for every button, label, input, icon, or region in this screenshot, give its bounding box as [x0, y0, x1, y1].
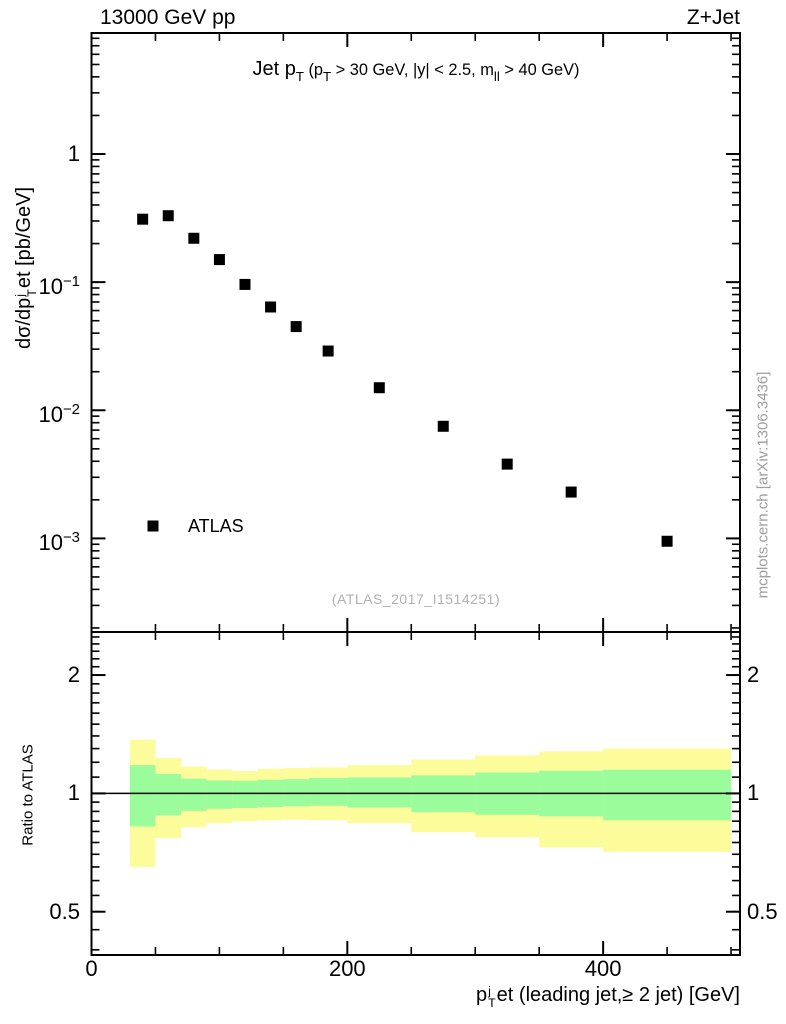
data-point — [501, 458, 513, 470]
ratio-band-green — [206, 780, 233, 809]
top-panel-frame — [90, 32, 741, 633]
xtick-label: 400 — [584, 956, 622, 981]
ratio-panel-frame — [90, 631, 741, 956]
watermark: (ATLAS_2017_I1514251) — [331, 591, 501, 607]
header-beam-energy: 13000 GeV pp — [100, 6, 236, 29]
ratio-band-green — [181, 778, 207, 811]
data-point — [322, 345, 334, 357]
legend-marker — [147, 520, 159, 532]
data-point — [661, 535, 673, 547]
legend-label: ATLAS — [188, 516, 244, 536]
data-point — [162, 210, 174, 222]
data-point — [239, 278, 251, 290]
ytick-label-ratio-left: 1 — [67, 780, 80, 806]
data-point — [265, 301, 277, 313]
ratio-band-green — [308, 778, 348, 806]
plot-title: Jet pT (pT > 30 GeV, |y| < 2.5, mll > 40… — [252, 58, 580, 84]
ratio-band-green — [347, 777, 412, 808]
ytick-label-ratio-left: 2 — [67, 662, 80, 688]
data-point — [137, 213, 149, 225]
data-point — [373, 382, 385, 394]
ratio-band-green — [603, 769, 732, 821]
ytick-label-ratio-left: 0.5 — [49, 898, 80, 924]
data-point — [290, 321, 302, 333]
data-point — [565, 486, 577, 498]
data-point — [188, 232, 200, 244]
ytick-label-ratio-right: 0.5 — [747, 898, 778, 924]
xtick-label: 0 — [85, 956, 98, 981]
ytick-label-ratio-right: 1 — [747, 780, 760, 806]
data-point — [213, 254, 225, 266]
ratio-band-green — [232, 780, 258, 808]
data-point — [437, 420, 449, 432]
header-process: Z+Jet — [686, 6, 740, 29]
ratio-band-green — [129, 765, 156, 827]
ratio-band-green — [155, 774, 182, 816]
side-note: mcplots.cern.ch [arXiv:1306.3436] — [754, 371, 772, 599]
xtick-label: 200 — [328, 956, 366, 981]
ytick-label-ratio-right: 2 — [747, 662, 760, 688]
ytick-label-top: 10−3 — [38, 529, 80, 556]
ytick-label-top: 1 — [67, 141, 80, 167]
ytick-label-top: 10−2 — [38, 401, 80, 428]
ytick-label-top: 10−1 — [38, 273, 80, 300]
